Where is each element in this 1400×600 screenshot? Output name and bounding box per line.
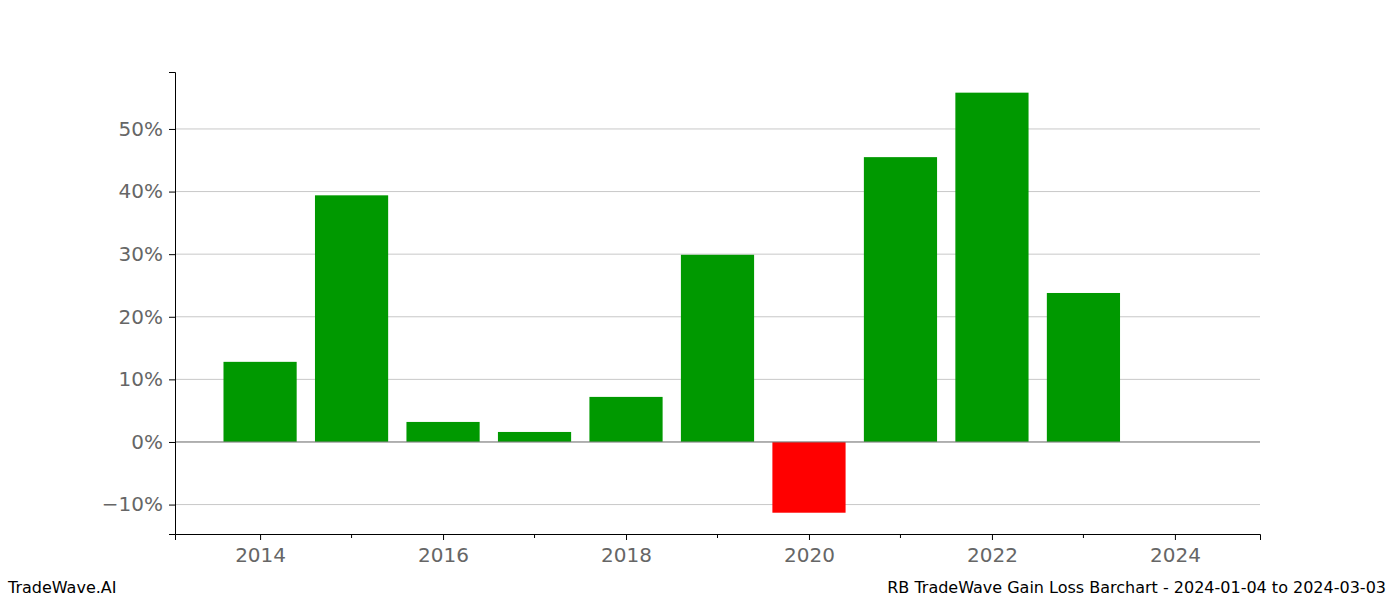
y-tick-mark	[169, 317, 175, 318]
bars	[223, 93, 1120, 513]
y-tick-mark	[169, 129, 175, 130]
bar	[589, 397, 662, 442]
bar	[681, 255, 754, 442]
y-tick-label: 10%	[119, 367, 163, 391]
y-tick-label: 40%	[119, 179, 163, 203]
y-tick: −10%	[102, 492, 175, 516]
y-tick-mark	[169, 442, 175, 443]
y-tick-mark	[169, 192, 175, 193]
x-tick-label: 2014	[235, 543, 286, 567]
bar	[498, 432, 571, 442]
grid-line	[175, 191, 1260, 192]
y-tick-label: 0%	[131, 430, 163, 454]
grid	[175, 129, 1260, 505]
x-tick-mark	[260, 534, 261, 540]
plot: −10% 0% 10% 20% 30% 40% 50% 2014 2016 2018 2020 202…	[102, 73, 1261, 568]
y-tick-mark	[169, 379, 175, 380]
x-tick-label: 2022	[967, 543, 1018, 567]
bar	[864, 157, 937, 442]
x-minor-tick	[1083, 534, 1084, 538]
x-tick: 2022	[967, 534, 1018, 567]
bar	[1047, 293, 1120, 442]
footer-left: TradeWave.AI	[7, 578, 116, 597]
x-minor-tick	[351, 534, 352, 538]
x-axis-line	[176, 535, 1261, 541]
x-tick-label: 2018	[601, 543, 652, 567]
x-tick-label: 2020	[784, 543, 835, 567]
x-tick: 2024	[1150, 534, 1201, 567]
chart: −10% 0% 10% 20% 30% 40% 50% 2014 2016 2018 2020 202…	[0, 0, 1400, 600]
y-tick-mark	[169, 254, 175, 255]
bar	[406, 422, 479, 442]
x-tick-mark	[809, 534, 810, 540]
x-tick: 2014	[235, 534, 286, 567]
y-axis-line	[169, 73, 176, 535]
y-tick-label: −10%	[102, 492, 163, 516]
y-tick-mark	[169, 505, 175, 506]
x-tick: 2020	[784, 534, 835, 567]
y-tick: 10%	[119, 367, 175, 391]
y-tick: 0%	[131, 430, 175, 454]
x-minor-tick	[900, 534, 901, 538]
title: RB TradeWave Gain Loss Barchart - 2024-0…	[887, 578, 1386, 597]
grid-line	[175, 128, 1260, 129]
x-tick-mark	[443, 534, 444, 540]
x-tick-mark	[1175, 534, 1176, 540]
x-axis: 2014 2016 2018 2020 2022 2024	[176, 534, 1261, 567]
bar	[955, 93, 1028, 442]
x-minor-ticks	[352, 534, 1084, 538]
x-tick-label: 2024	[1150, 543, 1201, 567]
baseline	[175, 441, 1260, 442]
x-minor-tick	[534, 534, 535, 538]
bar	[772, 442, 845, 513]
x-tick-label: 2016	[418, 543, 469, 567]
y-tick: 20%	[119, 305, 175, 329]
bar	[315, 195, 388, 442]
y-tick: 40%	[119, 179, 175, 203]
y-tick: 50%	[119, 117, 175, 141]
y-tick-label: 50%	[119, 117, 163, 141]
y-tick: 30%	[119, 242, 175, 266]
x-tick-mark	[992, 534, 993, 540]
x-minor-tick	[717, 534, 718, 538]
y-tick-label: 30%	[119, 242, 163, 266]
y-axis: −10% 0% 10% 20% 30% 40% 50%	[102, 73, 176, 535]
grid-line	[175, 441, 1260, 442]
bar	[223, 362, 296, 442]
x-tick: 2016	[418, 534, 469, 567]
grid-line	[175, 504, 1260, 505]
y-tick-label: 20%	[119, 305, 163, 329]
x-tick-mark	[626, 534, 627, 540]
x-tick: 2018	[601, 534, 652, 567]
